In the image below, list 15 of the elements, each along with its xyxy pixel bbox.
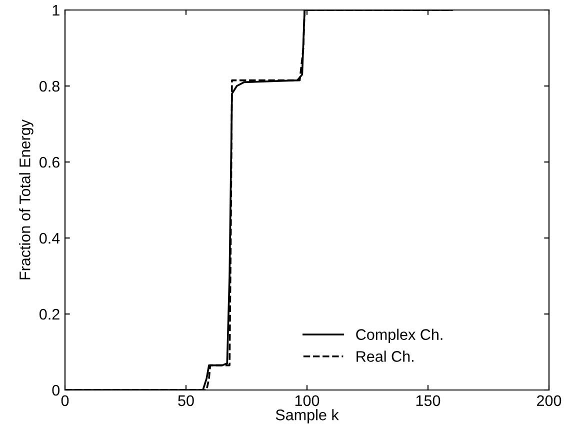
x-axis-title: Sample k: [276, 409, 339, 424]
x-tick-label: 0: [61, 395, 69, 406]
x-tick-label: 200: [537, 395, 562, 406]
y-tick-label: 1: [52, 5, 60, 16]
y-tick-label: 0.8: [40, 80, 60, 92]
legend-label: Complex Ch.: [356, 328, 442, 344]
y-tick-label: 0: [52, 384, 60, 396]
y-axis-title: Fraction of Total Energy: [19, 119, 34, 280]
x-tick-label: 150: [416, 395, 440, 406]
y-tick-label: 0.4: [40, 232, 60, 244]
y-tick-label: 0.6: [40, 156, 60, 168]
y-tick-label: 0.2: [40, 308, 60, 320]
x-tick-label: 50: [178, 395, 194, 406]
x-tick-label: 100: [295, 395, 320, 406]
legend-label: Real Ch.: [356, 350, 414, 362]
